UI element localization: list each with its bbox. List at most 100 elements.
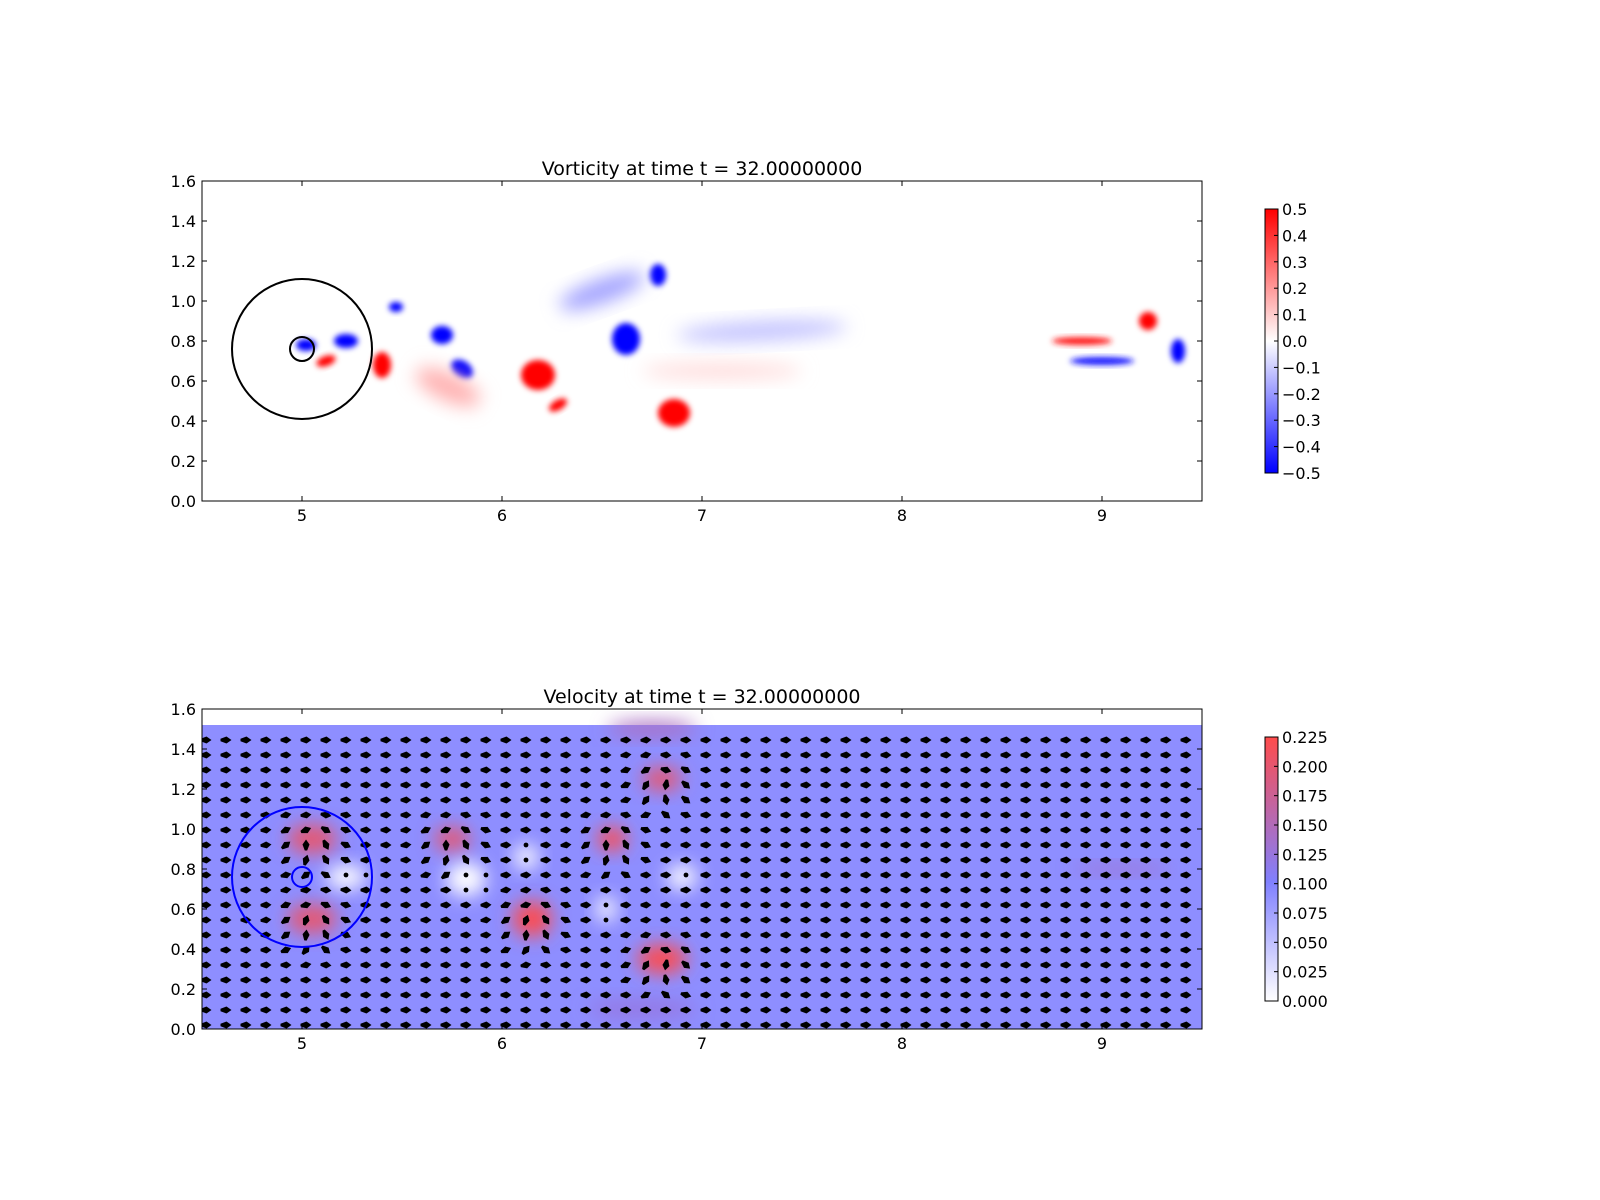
velocity-vector-arrow: [860, 1021, 872, 1029]
velocity-vector-arrow: [720, 931, 732, 939]
velocity-vector-arrow: [960, 751, 972, 759]
velocity-vector-arrow: [1100, 781, 1112, 789]
velocity-vector-arrow: [880, 886, 892, 894]
velocity-vector-arrow: [460, 931, 472, 939]
velocity-vector-arrow: [880, 901, 892, 909]
velocity-vector-arrow: [720, 736, 732, 744]
velocity-vector-arrow: [1000, 1021, 1012, 1029]
velocity-vector-arrow: [1080, 811, 1092, 819]
velocity-vector-arrow: [840, 841, 852, 849]
velocity-vector-arrow: [860, 841, 872, 849]
velocity-colorbar-tick-label: 0.100: [1282, 875, 1328, 894]
velocity-vector-arrow: [780, 781, 792, 789]
velocity-vector-arrow: [360, 976, 372, 984]
velocity-xtick-label: 5: [297, 1034, 307, 1053]
velocity-vector-arrow: [320, 796, 332, 804]
velocity-vector-arrow: [360, 826, 372, 834]
velocity-vector-arrow: [640, 856, 652, 864]
velocity-vector-arrow: [240, 946, 252, 954]
velocity-vector-arrow: [720, 826, 732, 834]
velocity-vector-arrow: [1080, 916, 1092, 924]
velocity-vector-arrow: [520, 976, 532, 984]
velocity-vector-arrow: [220, 1006, 232, 1014]
velocity-vector-arrow: [1120, 781, 1132, 789]
velocity-vector-arrow: [760, 841, 772, 849]
velocity-vector-arrow: [1160, 871, 1172, 879]
vorticity-vortex: [334, 334, 358, 348]
velocity-vector-arrow: [280, 976, 292, 984]
velocity-vector-arrow: [1080, 796, 1092, 804]
velocity-vector-arrow: [940, 991, 952, 999]
velocity-vector-arrow: [600, 811, 612, 819]
velocity-vector-arrow: [520, 766, 532, 774]
velocity-vector-arrow: [820, 1021, 832, 1029]
velocity-vector-arrow: [500, 736, 512, 744]
vorticity-colorbar-ticks: 0.5 0.4 0.3 0.2 0.1 0.0 −0.1 −0.2 −0.3 −0.4 −0.5: [1274, 200, 1321, 483]
velocity-vector-arrow: [1120, 871, 1132, 879]
velocity-vector-arrow: [300, 796, 312, 804]
velocity-vector-arrow: [920, 976, 932, 984]
velocity-vector-arrow: [1140, 946, 1152, 954]
velocity-vector-arrow: [900, 826, 912, 834]
velocity-vector-arrow: [800, 841, 812, 849]
velocity-vector-arrow: [660, 886, 672, 894]
velocity-vector-arrow: [980, 736, 992, 744]
velocity-vector-arrow: [780, 901, 792, 909]
velocity-vector-arrow: [340, 961, 352, 969]
velocity-vector-arrow: [740, 961, 752, 969]
velocity-vector-arrow: [1180, 856, 1192, 864]
velocity-vector-arrow: [1040, 856, 1052, 864]
velocity-vector-arrow: [980, 811, 992, 819]
velocity-vector-arrow: [600, 886, 612, 894]
velocity-vector-arrow: [260, 961, 272, 969]
velocity-vector-arrow: [580, 916, 592, 924]
velocity-vector-arrow: [1100, 871, 1112, 879]
velocity-vector-arrow: [1120, 901, 1132, 909]
vorticity-xtick-label: 6: [497, 506, 507, 525]
velocity-region: [607, 721, 697, 737]
velocity-vector-arrow: [580, 856, 591, 865]
vorticity-colorbar-tick-label: 0.0: [1282, 332, 1307, 351]
vorticity-vortex: [431, 326, 453, 344]
velocity-vector-arrow: [700, 871, 712, 879]
velocity-vector-arrow: [640, 991, 651, 999]
velocity-vector-arrow: [380, 961, 392, 969]
velocity-vector-arrow: [1080, 946, 1092, 954]
velocity-vector-arrow: [700, 856, 712, 864]
velocity-vector-arrow: [520, 826, 532, 834]
velocity-vector-arrow: [740, 901, 752, 909]
velocity-vector-arrow: [1120, 766, 1132, 774]
velocity-vector-arrow: [900, 796, 912, 804]
velocity-vector-arrow: [640, 871, 652, 879]
velocity-vector-arrow: [680, 991, 692, 999]
velocity-vector-arrow: [840, 751, 852, 759]
velocity-vector-arrow: [880, 946, 892, 954]
velocity-vector-arrow: [840, 796, 852, 804]
velocity-vector-arrow: [1060, 991, 1072, 999]
velocity-vector-arrow: [300, 751, 312, 759]
velocity-vector-arrow: [1060, 901, 1072, 909]
velocity-vector-arrow: [662, 959, 670, 971]
velocity-vector-arrow: [1080, 841, 1092, 849]
velocity-region: [596, 897, 616, 921]
velocity-vector-arrow: [602, 839, 610, 851]
velocity-vector-arrow: [1040, 841, 1052, 849]
velocity-vector-arrow: [280, 826, 291, 834]
velocity-vector-arrow: [1180, 901, 1192, 909]
velocity-colorbar-tick-label: 0.175: [1282, 787, 1328, 806]
velocity-vector-arrow: [840, 976, 852, 984]
velocity-vector-arrow: [440, 916, 452, 924]
velocity-vector-arrow: [260, 826, 272, 834]
velocity-vector-arrow: [640, 811, 652, 819]
velocity-vector-arrow: [260, 976, 272, 984]
velocity-vector-arrow: [640, 916, 652, 924]
velocity-vector-arrow: [220, 871, 232, 879]
vorticity-vortex: [650, 264, 666, 286]
velocity-vector-arrow: [520, 751, 532, 759]
velocity-vector-arrow: [220, 766, 232, 774]
vorticity-ytick-label: 1.0: [171, 292, 196, 311]
velocity-vector-arrow: [760, 991, 772, 999]
velocity-vector-arrow: [980, 796, 992, 804]
velocity-vector-arrow: [580, 751, 592, 759]
